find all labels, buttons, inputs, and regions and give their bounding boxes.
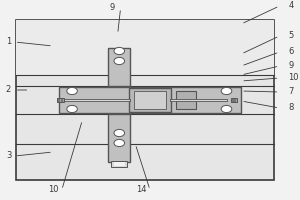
Bar xyxy=(111,161,128,167)
Circle shape xyxy=(221,105,232,113)
Text: 5: 5 xyxy=(288,31,293,40)
Bar xyxy=(57,98,64,102)
Text: 2: 2 xyxy=(6,85,11,94)
Bar xyxy=(129,88,171,112)
Circle shape xyxy=(114,47,124,55)
Text: 6: 6 xyxy=(288,47,294,56)
Circle shape xyxy=(114,57,124,65)
Circle shape xyxy=(67,105,77,113)
Text: 7: 7 xyxy=(288,88,294,97)
Text: 10: 10 xyxy=(288,73,299,82)
Bar xyxy=(108,48,130,86)
Bar xyxy=(16,20,274,180)
Text: 9: 9 xyxy=(109,3,114,12)
Text: 3: 3 xyxy=(6,152,11,160)
Text: 9: 9 xyxy=(288,62,293,71)
Text: 10: 10 xyxy=(48,186,58,194)
Bar xyxy=(134,91,166,109)
Circle shape xyxy=(67,87,77,95)
Circle shape xyxy=(221,87,232,95)
Bar xyxy=(176,91,196,109)
Bar xyxy=(108,114,130,162)
Bar xyxy=(113,162,125,166)
Text: 1: 1 xyxy=(6,38,11,46)
Bar xyxy=(16,20,274,75)
Text: 8: 8 xyxy=(288,104,294,112)
Circle shape xyxy=(114,139,124,147)
Bar xyxy=(231,98,237,102)
Circle shape xyxy=(114,129,124,137)
Text: 4: 4 xyxy=(288,1,293,10)
Bar xyxy=(59,87,241,113)
Text: 14: 14 xyxy=(136,186,146,194)
